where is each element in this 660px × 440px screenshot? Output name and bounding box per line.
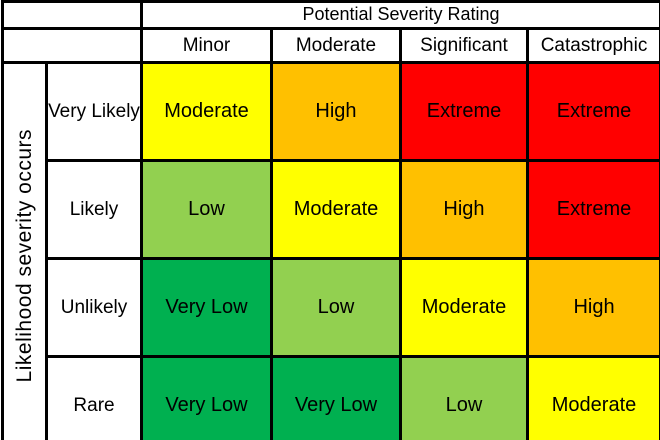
risk-cell-very-likely-minor: Moderate	[140, 61, 273, 162]
risk-cell-likely-minor: Low	[140, 159, 273, 260]
risk-cell-rare-moderate: Very Low	[270, 355, 402, 440]
risk-cell-likely-moderate: Moderate	[270, 159, 402, 260]
y-axis-label: Likelihood severity occurs	[12, 129, 36, 383]
column-header-minor: Minor	[140, 27, 273, 64]
risk-cell-unlikely-minor: Very Low	[140, 257, 273, 358]
column-header-catastrophic: Catastrophic	[525, 27, 660, 64]
risk-cell-very-likely-moderate: High	[270, 61, 402, 162]
row-label-rare: Rare	[45, 355, 143, 440]
risk-cell-rare-minor: Very Low	[140, 355, 273, 440]
risk-cell-unlikely-moderate: Low	[270, 257, 402, 358]
matrix-title: Potential Severity Rating	[139, 0, 660, 30]
row-label-very-likely: Very Likely	[45, 61, 143, 162]
row-label-likely: Likely	[45, 159, 143, 260]
y-axis-label-cell: Likelihood severity occurs	[1, 61, 48, 440]
corner-spacer	[1, 27, 143, 64]
column-header-moderate: Moderate	[270, 27, 402, 64]
corner-spacer	[1, 0, 143, 30]
risk-cell-rare-catastrophic: Moderate	[525, 355, 660, 440]
risk-cell-likely-significant: High	[399, 159, 529, 260]
risk-cell-rare-significant: Low	[399, 355, 529, 440]
risk-cell-unlikely-significant: Moderate	[399, 257, 529, 358]
risk-cell-very-likely-catastrophic: Extreme	[525, 61, 660, 162]
column-header-significant: Significant	[399, 27, 529, 64]
row-label-unlikely: Unlikely	[45, 257, 143, 358]
risk-cell-likely-catastrophic: Extreme	[525, 159, 660, 260]
risk-cell-unlikely-catastrophic: High	[525, 257, 660, 358]
risk-cell-very-likely-significant: Extreme	[399, 61, 529, 162]
